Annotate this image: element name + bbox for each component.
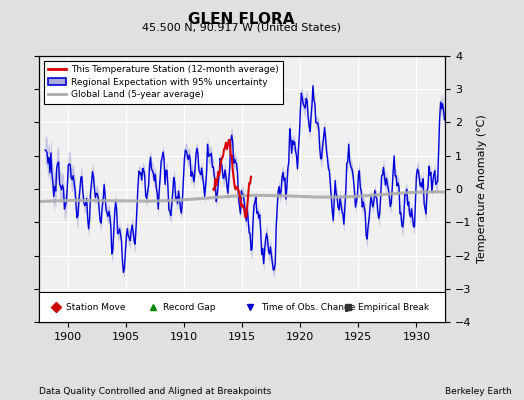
Y-axis label: Temperature Anomaly (°C): Temperature Anomaly (°C)	[477, 115, 487, 263]
Text: Station Move: Station Move	[66, 302, 125, 312]
Text: Berkeley Earth: Berkeley Earth	[445, 387, 512, 396]
Text: GLEN FLORA: GLEN FLORA	[188, 12, 294, 27]
Text: Empirical Break: Empirical Break	[358, 302, 429, 312]
Text: Data Quality Controlled and Aligned at Breakpoints: Data Quality Controlled and Aligned at B…	[39, 387, 271, 396]
Text: Time of Obs. Change: Time of Obs. Change	[260, 302, 355, 312]
Text: Record Gap: Record Gap	[163, 302, 216, 312]
Legend: This Temperature Station (12-month average), Regional Expectation with 95% uncer: This Temperature Station (12-month avera…	[44, 60, 283, 104]
Text: 45.500 N, 90.917 W (United States): 45.500 N, 90.917 W (United States)	[141, 22, 341, 32]
